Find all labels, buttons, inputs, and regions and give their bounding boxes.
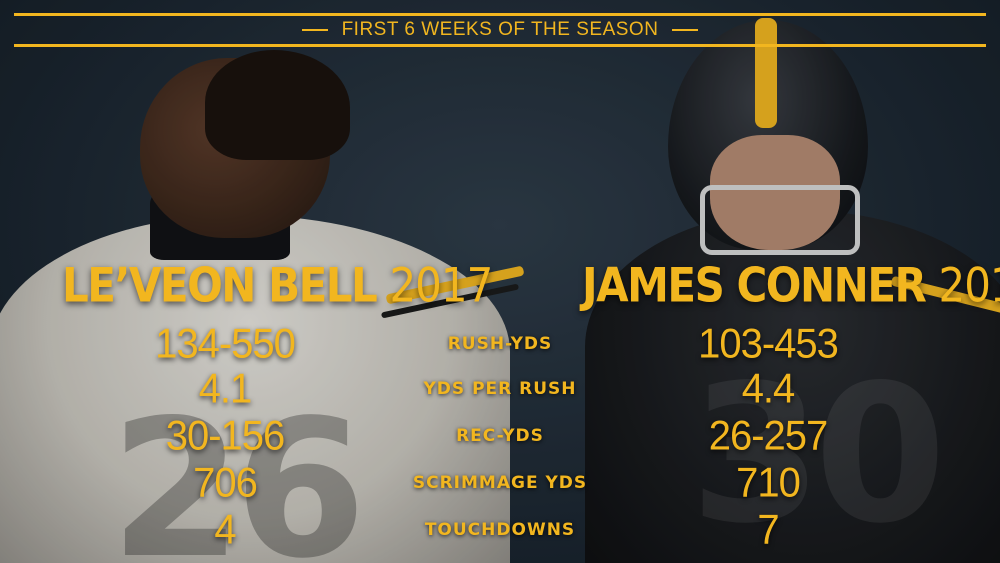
right-stat-value: 103-453 <box>698 320 839 368</box>
stat-row-touchdowns: 4 TOUCHDOWNS 7 <box>0 506 1000 554</box>
stat-label: TOUCHDOWNS <box>424 520 576 540</box>
right-player-year: 2018 <box>938 258 1000 313</box>
left-stat-value: 4.1 <box>198 365 253 413</box>
header-title: FIRST 6 WEEKS OF THE SEASON <box>341 19 659 40</box>
right-jersey-number: 30 <box>690 344 946 563</box>
left-player-year: 2017 <box>389 258 493 313</box>
right-player-facemask <box>700 185 860 255</box>
left-stat-value: 706 <box>193 459 258 507</box>
right-player-name: JAMES CONNER 2018 <box>582 258 1000 314</box>
left-stat-value: 4 <box>214 506 236 554</box>
stat-label: RUSH-YDS <box>447 334 553 354</box>
right-player-name-text: JAMES CONNER <box>582 258 927 313</box>
right-stat-value: 7 <box>757 506 779 554</box>
right-stat-value: 4.4 <box>741 365 796 413</box>
header: FIRST 6 WEEKS OF THE SEASON <box>0 18 1000 42</box>
left-stat-value: 30-156 <box>165 412 286 460</box>
header-dash-right <box>672 28 699 31</box>
left-player-jersey <box>0 215 510 563</box>
header-rule-bottom <box>14 44 986 47</box>
stat-label: REC-YDS <box>456 426 544 446</box>
left-stat-value: 134-550 <box>155 320 296 368</box>
left-jersey-number: 26 <box>110 379 366 563</box>
left-player-name: LE’VEON BELL 2017 <box>62 258 493 314</box>
right-player-jersey <box>585 210 1000 563</box>
stat-label: YDS PER RUSH <box>423 379 577 399</box>
right-stat-value: 26-257 <box>708 412 829 460</box>
header-dash-left <box>301 28 328 31</box>
stat-row-yds-per-rush: 4.1 YDS PER RUSH 4.4 <box>0 365 1000 413</box>
stat-row-rec-yds: 30-156 REC-YDS 26-257 <box>0 412 1000 460</box>
stat-label: SCRIMMAGE YDS <box>412 473 588 493</box>
stat-row-scrimmage-yds: 706 SCRIMMAGE YDS 710 <box>0 459 1000 507</box>
right-player-face <box>710 135 840 250</box>
stat-row-rush-yds: 134-550 RUSH-YDS 103-453 <box>0 320 1000 368</box>
right-stat-value: 710 <box>736 459 801 507</box>
left-player-name-text: LE’VEON BELL <box>62 258 378 313</box>
header-rule-top <box>14 13 986 16</box>
left-player-hair <box>205 50 350 160</box>
